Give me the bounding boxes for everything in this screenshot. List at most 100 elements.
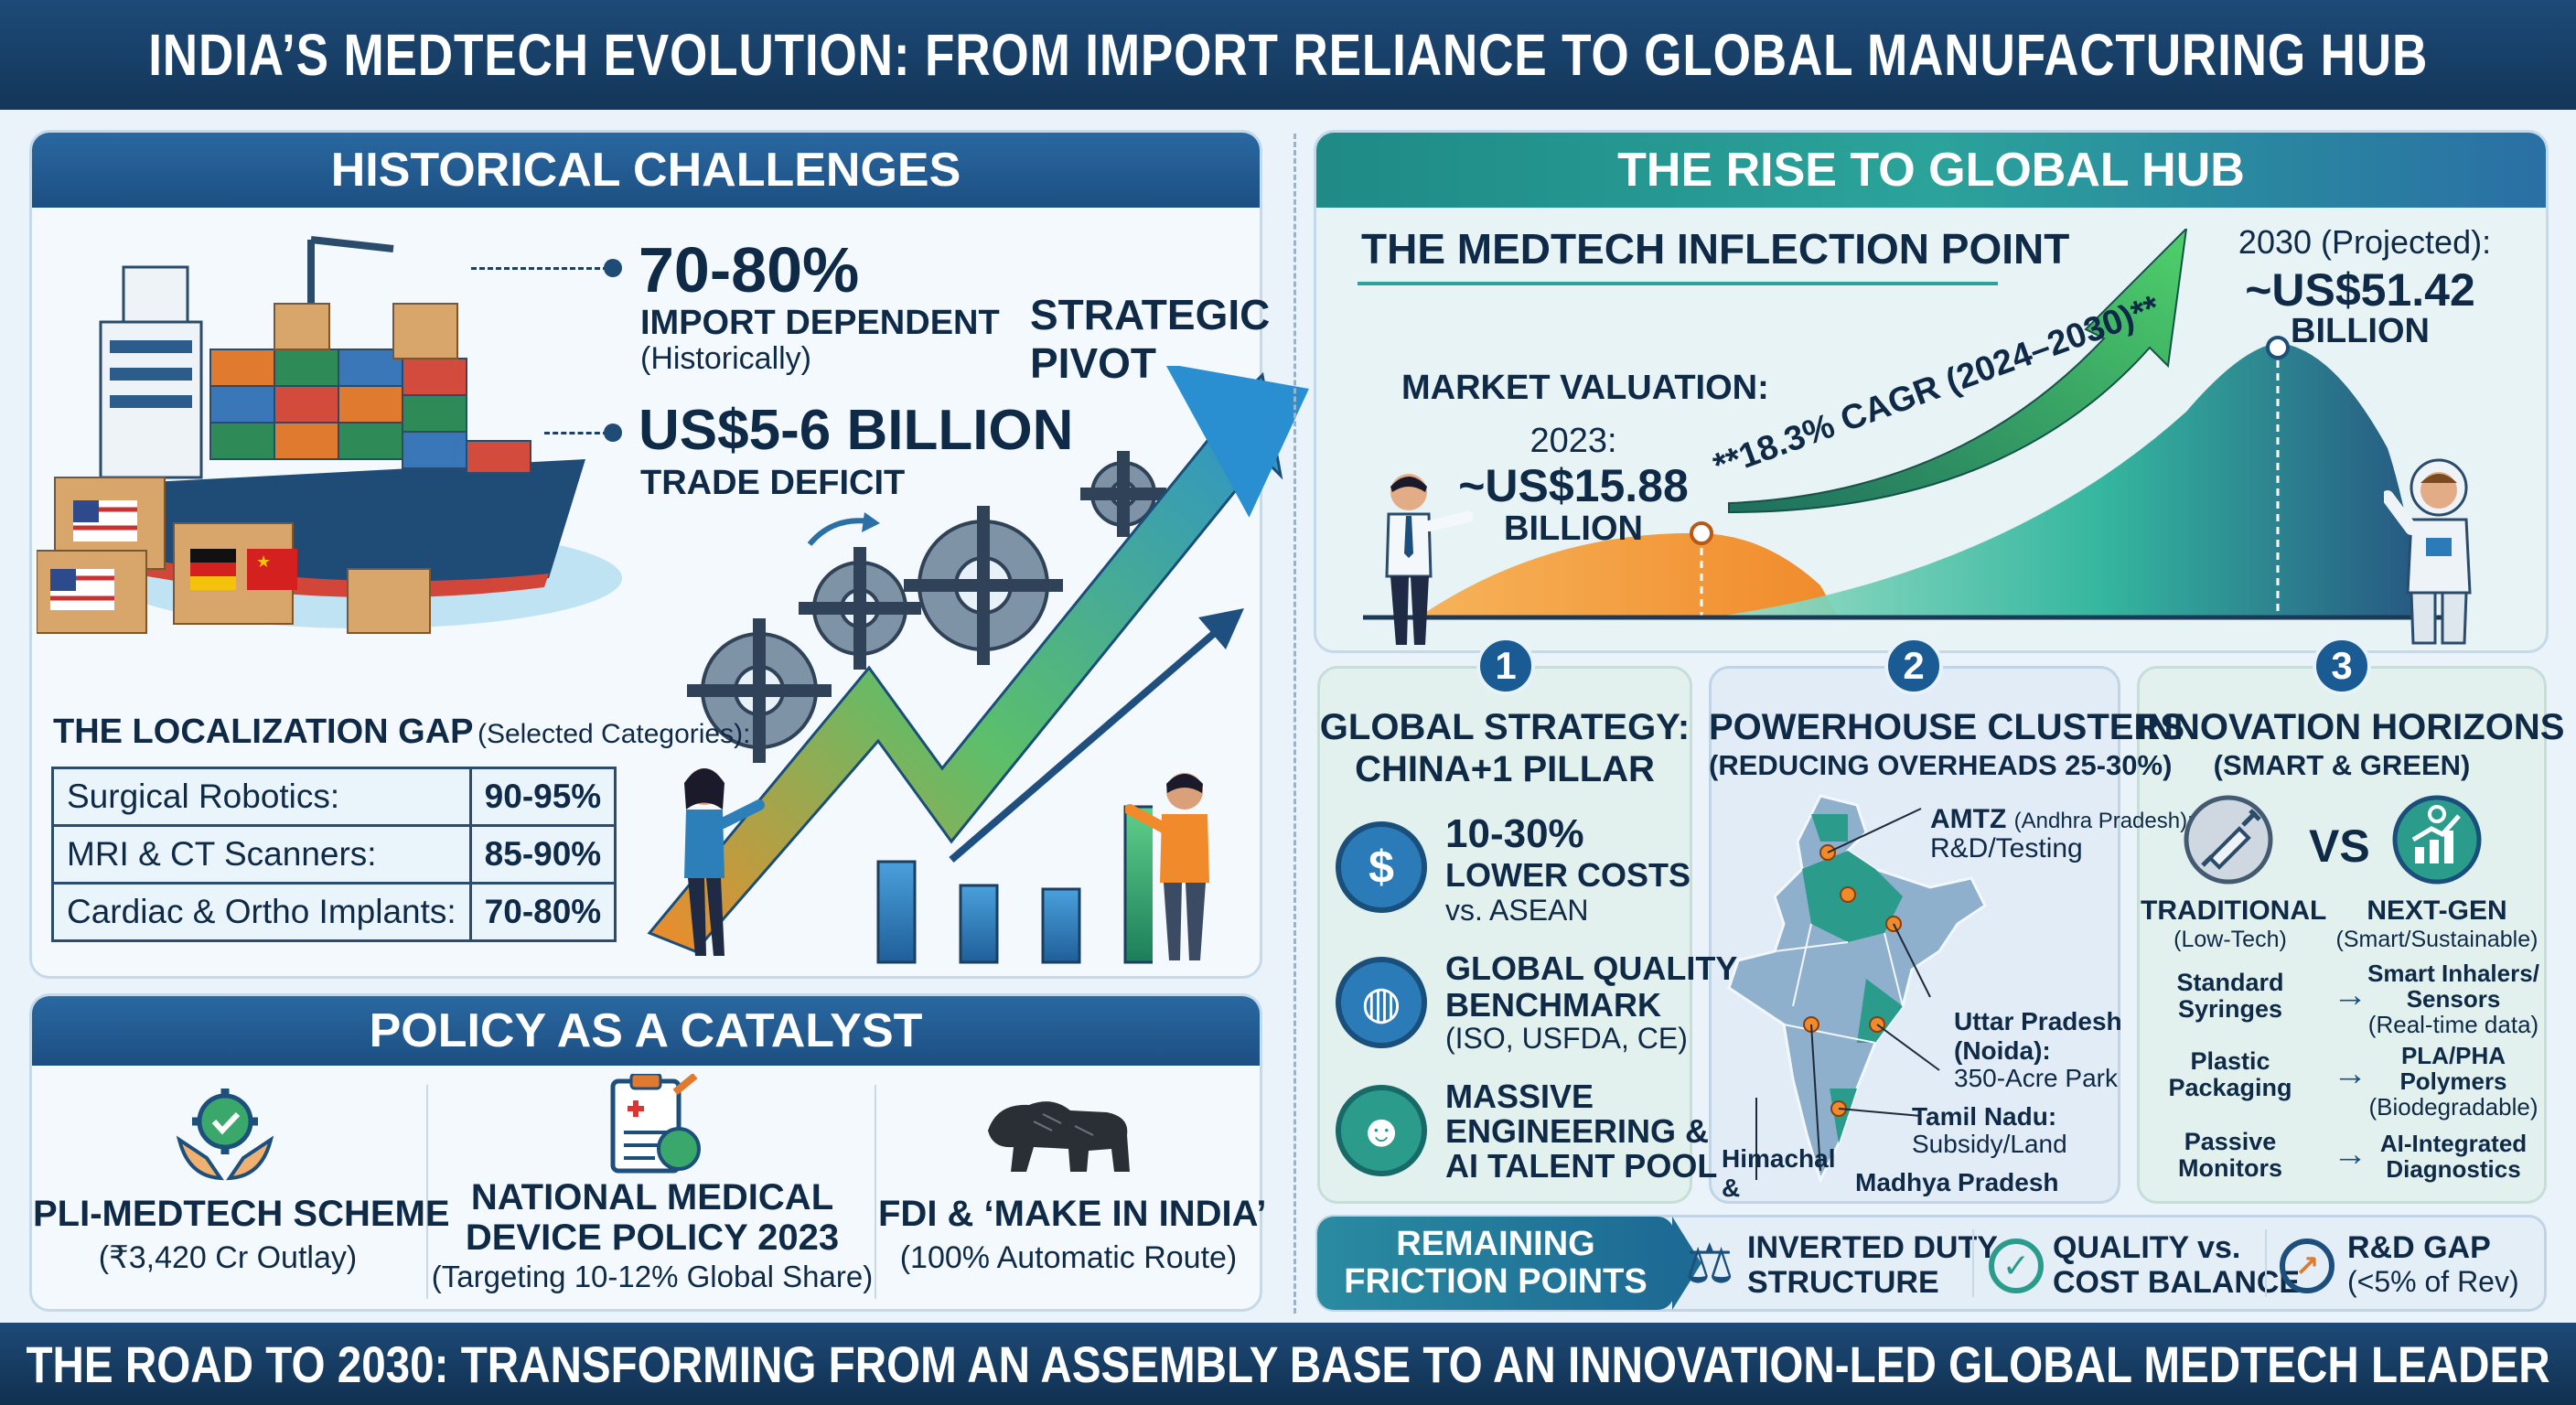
friction-3-line-2: (<5% of Rev) <box>2347 1265 2519 1298</box>
localization-gap-table: Surgical Robotics: 90-95% MRI & CT Scanne… <box>51 767 617 942</box>
gap-value: 90-95% <box>468 767 617 827</box>
dollar-hand-icon: $ <box>1336 821 1427 913</box>
lower-costs-label: LOWER COSTS <box>1445 856 1690 894</box>
pillar-number-2: 2 <box>1884 637 1943 695</box>
vs-label: VS <box>2309 820 2370 872</box>
value-2023-label: 2023: <box>1530 422 1617 460</box>
value-2023-unit: BILLION <box>1504 509 1643 548</box>
friction-3-line-1: R&D GAP <box>2347 1230 2491 1265</box>
arrow-right-icon: → <box>2333 1055 2367 1093</box>
trad-item-3-line-2: Monitors <box>2178 1154 2282 1183</box>
check-circle-icon: ✓ <box>1989 1239 2044 1293</box>
cargo-ship-illustration: ★ <box>37 236 622 634</box>
market-valuation-label: MARKET VALUATION: <box>1401 369 1769 407</box>
strategic-pivot-label: STRATEGIC PIVOT <box>1030 291 1271 387</box>
value-2030-unit: BILLION <box>2291 312 2430 350</box>
global-strategy-title-2: CHINA+1 PILLAR <box>1355 749 1655 789</box>
next-item-1-line-1: Smart Inhalers/ <box>2367 960 2539 987</box>
table-row: MRI & CT Scanners: 85-90% <box>51 824 617 885</box>
quality-benchmark-label-2: BENCHMARK <box>1445 986 1661 1024</box>
friction-1-line-1: INVERTED DUTY <box>1747 1230 1998 1265</box>
research-icon: ↗ <box>2280 1239 2334 1293</box>
growth-bar <box>1123 805 1153 964</box>
center-divider <box>1293 134 1296 1314</box>
amtz-title: AMTZ <box>1930 804 2007 834</box>
rise-global-hub-header: THE RISE TO GLOBAL HUB <box>1316 133 2546 208</box>
friction-2-line-1: QUALITY vs. <box>2053 1230 2241 1265</box>
next-item-3-line-2: Diagnostics <box>2386 1155 2521 1184</box>
pillar-card-innovation-horizons <box>2137 666 2547 1204</box>
friction-1-line-2: STRUCTURE <box>1747 1265 1939 1300</box>
import-dependence-value: 70-80% <box>639 234 860 306</box>
next-item-3-line-1: AI-Integrated <box>2379 1130 2528 1157</box>
nmdp-sub: (Targeting 10-12% Global Share) <box>431 1260 874 1293</box>
value-2023-amount: ~US$15.88 <box>1458 460 1689 511</box>
trad-item-1-line-2: Syringes <box>2177 995 2283 1024</box>
leader-dot-2 <box>604 424 622 442</box>
import-dependence-sub: (Historically) <box>640 341 811 376</box>
innovation-title-2: (SMART & GREEN) <box>2213 749 2471 781</box>
footer-bar: THE ROAD TO 2030: TRANSFORMING FROM AN A… <box>0 1323 2576 1405</box>
trade-deficit-value: US$5-6 BILLION <box>639 399 1074 462</box>
growth-chart-icon <box>2392 795 2482 885</box>
policy-divider-2 <box>875 1085 876 1299</box>
market-growth-chart <box>1363 229 2452 620</box>
next-item-1-line-2: Sensors <box>2406 985 2501 1014</box>
innovation-title-1: INNOVATION HORIZONS <box>2137 707 2565 747</box>
talent-pool-label-3: AI TALENT POOL <box>1445 1147 1718 1185</box>
value-2030-amount: ~US$51.42 <box>2245 264 2475 316</box>
next-item-2-line-1: PLA/PHA <box>2400 1042 2506 1069</box>
trad-item-2-line-1: Plastic <box>2190 1047 2270 1075</box>
clusters-title-2: (REDUCING OVERHEADS 25-30%) <box>1709 749 2173 781</box>
syringe-icon <box>2184 795 2273 885</box>
table-row: Surgical Robotics: 90-95% <box>51 767 617 827</box>
leader-line-1 <box>471 267 608 270</box>
value-2030-label: 2030 (Projected): <box>2238 223 2492 261</box>
trad-item-1: Standard Syringes <box>2141 969 2320 1024</box>
trad-item-2: Plastic Packaging <box>2141 1047 2320 1102</box>
leader-line-2 <box>544 432 608 434</box>
man-pointing-figure <box>1125 773 1209 960</box>
pillar-number-3: 3 <box>2313 637 2371 695</box>
lower-costs-sub: vs. ASEAN <box>1445 894 1589 927</box>
leader-dot-1 <box>604 259 622 277</box>
amtz-state: (Andhra Pradesh): <box>2013 809 2194 833</box>
title-bar: INDIA’S MEDTECH EVOLUTION: FROM IMPORT R… <box>0 0 2576 110</box>
next-item-1: Smart Inhalers/Sensors (Real-time data) <box>2360 960 2547 1037</box>
up-label-3: 350-Acre Park <box>1954 1064 2118 1092</box>
trad-item-2-line-2: Packaging <box>2168 1074 2292 1102</box>
gavel-icon: ⚖ <box>1685 1233 1734 1294</box>
localization-gap-title: THE LOCALIZATION GAP (Selected Categorie… <box>53 713 750 751</box>
trade-deficit-label: TRADE DEFICIT <box>640 464 906 502</box>
trad-item-3-line-1: Passive <box>2184 1128 2277 1155</box>
footer-text: THE ROAD TO 2030: TRANSFORMING FROM AN A… <box>26 1335 2550 1393</box>
pivot-illustration <box>647 366 1309 953</box>
localization-gap-heading: THE LOCALIZATION GAP <box>53 713 474 751</box>
talent-pool-label-2: ENGINEERING & <box>1445 1112 1710 1150</box>
gap-value: 70-80% <box>468 882 617 942</box>
hp-amp: & <box>1722 1174 1741 1202</box>
table-row: Cardiac & Ortho Implants: 70-80% <box>51 882 617 942</box>
next-item-1-line-3: (Real-time data) <box>2367 1011 2539 1039</box>
trad-item-3: Passive Monitors <box>2141 1128 2320 1183</box>
nmdp-title-line-1: NATIONAL MEDICAL <box>470 1177 834 1217</box>
engineer-icon: ☻ <box>1336 1085 1427 1176</box>
quality-benchmark-sub: (ISO, USFDA, CE) <box>1445 1022 1688 1055</box>
hp-label: Himachal <box>1722 1144 1836 1173</box>
clusters-title-1: POWERHOUSE CLUSTERS <box>1709 707 2185 747</box>
india-map <box>1727 794 1987 1185</box>
friction-arrow <box>1672 1217 1701 1310</box>
policy-catalyst-header: POLICY AS A CATALYST <box>32 996 1260 1066</box>
gap-value: 85-90% <box>468 824 617 885</box>
friction-2-line-2: COST BALANCE <box>2053 1265 2301 1300</box>
next-item-2-line-3: (Biodegradable) <box>2368 1093 2538 1121</box>
talent-pool-label-1: MASSIVE <box>1445 1078 1594 1115</box>
trad-item-1-line-1: Standard <box>2176 969 2284 996</box>
growth-bar <box>1041 887 1081 964</box>
lower-costs-value: 10-30% <box>1445 811 1584 856</box>
growth-bars <box>876 805 1153 964</box>
friction-divider-1 <box>1972 1229 1974 1297</box>
friction-divider-2 <box>2265 1229 2267 1297</box>
arrow-right-icon: → <box>2333 976 2367 1014</box>
gap-category: MRI & CT Scanners: <box>51 824 472 885</box>
